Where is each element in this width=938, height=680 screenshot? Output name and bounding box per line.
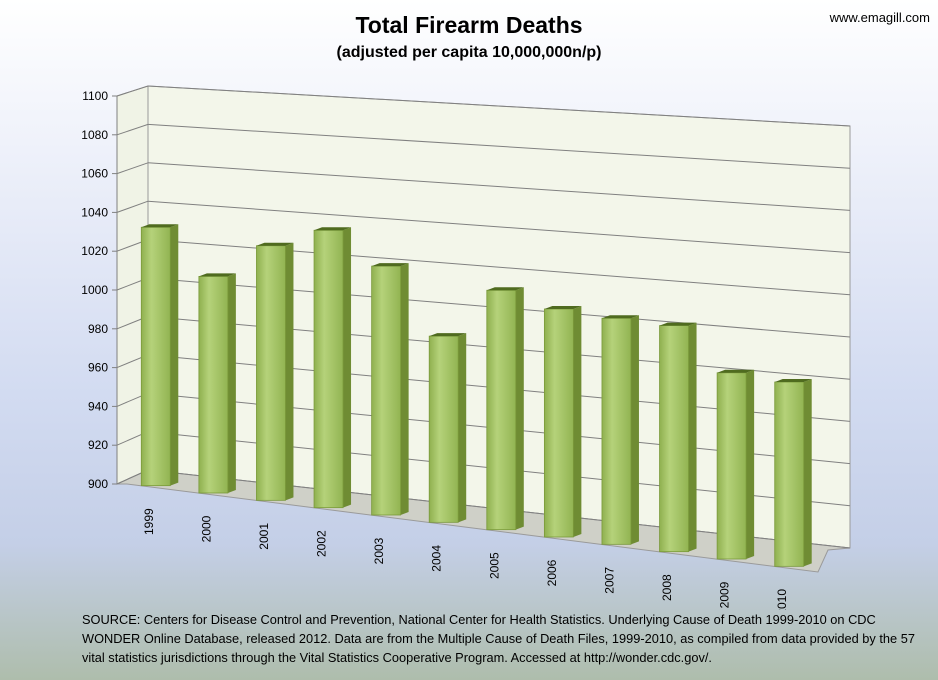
bar [774,381,805,567]
bar-side [803,379,812,567]
gridline [147,85,851,127]
bar [256,245,286,501]
x-tick-label: 2010 [775,589,789,610]
x-axis: 1999 2000 2001 2002 2003 2004 2005 2006 2007 2008… [142,508,789,610]
bar [198,275,229,494]
bar-side [573,306,582,537]
x-tick-label: 2008 [660,574,674,601]
gridline-side [116,85,149,97]
bar [313,229,344,509]
bar-side [630,315,639,545]
gridline-side [116,162,149,175]
bar-side [515,287,524,530]
bar-side [746,369,755,559]
gridline-side [116,123,149,136]
bar-top [544,306,582,309]
bar-top [371,263,409,267]
y-tick-label: 1000 [81,283,108,297]
bar [371,265,402,516]
bar-side [227,273,236,493]
x-tick-label: 2002 [315,530,329,557]
bar-top [198,273,236,277]
gridline [147,200,851,254]
bar-top [717,369,755,373]
bar [659,325,689,553]
bar-top [256,242,294,246]
x-tick-label: 2001 [257,523,271,550]
x-tick-label: 2003 [372,537,386,564]
bar-top [486,287,524,291]
bar-chart: 900920940960980100010201040106010801100 … [81,85,851,610]
y-tick-label: 980 [88,322,108,336]
y-tick-label: 960 [88,361,108,375]
y-tick-label: 1040 [81,205,108,219]
bar-top [314,227,352,231]
x-tick-label: 1999 [142,508,156,535]
bar-top [429,333,467,337]
y-tick-label: 940 [88,399,108,413]
bar [428,335,459,523]
y-tick-label: 900 [88,477,108,491]
bar [601,317,632,545]
chart-subtitle: (adjusted per capita 10,000,000n/p) [336,44,602,61]
x-tick-label: 2009 [718,581,732,608]
bars [140,224,812,567]
y-axis: 900 920 940 960 980 1000 1020 1040 1060 1080 1100 [81,89,118,491]
y-tick-label: 1080 [81,128,108,142]
bar-side [343,227,352,508]
gridline [147,162,851,211]
bar [486,289,517,531]
bar [543,308,574,538]
bar [140,226,171,487]
x-tick-label: 2004 [430,545,444,572]
y-tick-label: 920 [88,438,108,452]
bar-side [400,263,409,515]
bar-side [170,224,179,486]
x-tick-label: 2006 [545,559,559,586]
y-tick-label: 1100 [82,89,108,103]
bar-side [458,333,467,523]
bar-side [688,322,697,552]
x-tick-label: 2007 [602,567,616,594]
bar-side [285,242,294,501]
y-tick-label: 1060 [81,167,108,181]
watermark: www.emagill.com [829,10,930,25]
gridline-side [116,200,149,213]
chart-title: Total Firearm Deaths [355,12,583,38]
bar-top [601,315,639,319]
bar-top [141,224,179,228]
x-tick-label: 2000 [199,515,213,542]
bar-top [774,379,812,383]
gridline [147,123,851,169]
bar [716,372,747,560]
y-tick-label: 1020 [81,244,108,258]
x-tick-label: 2005 [487,552,501,579]
bar-top [659,322,697,326]
source-note: SOURCE: Centers for Disease Control and … [82,612,915,665]
